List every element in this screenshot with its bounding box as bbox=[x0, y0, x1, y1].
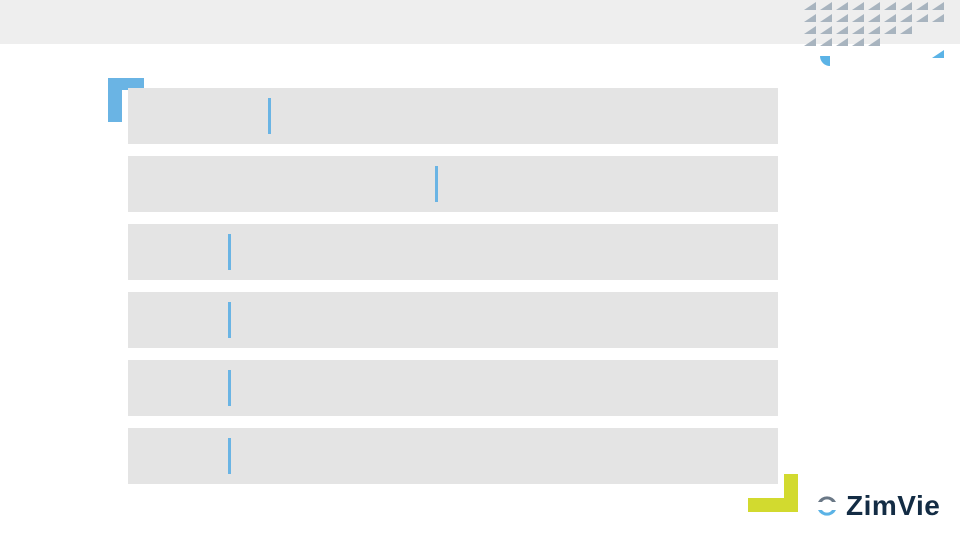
row-divider bbox=[435, 166, 438, 202]
list-item bbox=[128, 88, 778, 144]
header-band bbox=[0, 0, 960, 44]
row-divider bbox=[228, 370, 231, 406]
accent-bar bbox=[784, 474, 798, 512]
list-item bbox=[128, 224, 778, 280]
row-divider bbox=[268, 98, 271, 134]
accent-bar bbox=[748, 498, 798, 512]
logo-icon bbox=[814, 493, 840, 519]
accent-bar bbox=[108, 78, 122, 122]
brand-logo: ZimVie bbox=[814, 490, 940, 522]
list-item bbox=[128, 156, 778, 212]
row-divider bbox=[228, 438, 231, 474]
list-item bbox=[128, 428, 778, 484]
list-item bbox=[128, 360, 778, 416]
list-item bbox=[128, 292, 778, 348]
pattern-triangle bbox=[932, 50, 944, 58]
logo-text: ZimVie bbox=[846, 490, 940, 522]
pattern-quarter-circle bbox=[820, 56, 830, 66]
row-divider bbox=[228, 234, 231, 270]
row-divider bbox=[228, 302, 231, 338]
